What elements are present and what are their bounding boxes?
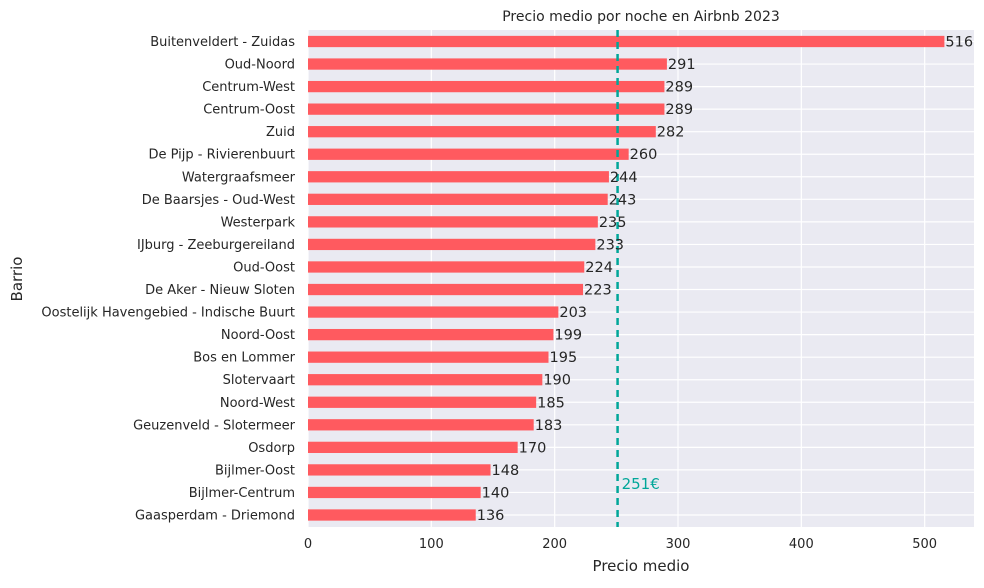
bar: [308, 283, 584, 296]
x-tick-labels: 0 100 200 300 400 500: [304, 537, 937, 552]
bar-value-label: 136: [477, 508, 505, 524]
y-tick-label: De Baarsjes - Oud-West: [142, 193, 295, 208]
y-axis-label: Barrio: [8, 257, 26, 302]
bar-value-label: 170: [519, 440, 547, 456]
bar: [308, 306, 559, 318]
y-tick-label: Slotervaart: [223, 373, 295, 388]
bar-value-label: 260: [630, 147, 658, 163]
y-tick-label: Geuzenveld - Slotermeer: [133, 418, 296, 433]
bar-value-label: 289: [665, 80, 693, 96]
bar-value-label: 224: [585, 260, 613, 276]
x-axis-label: Precio medio: [593, 557, 690, 575]
bar: [308, 216, 598, 228]
bar: [308, 80, 665, 93]
bar: [308, 464, 491, 476]
bar-value-label: 282: [657, 125, 685, 141]
bar-value-label: 199: [554, 328, 582, 344]
x-tick-label: 500: [912, 537, 937, 552]
bar: [308, 103, 665, 115]
bar: [308, 171, 609, 183]
bar: [308, 193, 608, 205]
bar-value-label: 243: [609, 192, 637, 208]
bar: [308, 509, 476, 521]
bar: [308, 419, 534, 431]
bar-value-label: 233: [596, 237, 624, 253]
bar: [308, 328, 554, 341]
y-tick-label: De Pijp - Rivierenbuurt: [148, 148, 295, 163]
bar-value-label: 203: [559, 305, 587, 321]
y-tick-label: Buitenveldert - Zuidas: [150, 35, 295, 50]
y-tick-label: Centrum-West: [202, 80, 295, 95]
bar: [308, 58, 667, 70]
y-tick-label: De Aker - Nieuw Sloten: [145, 283, 295, 298]
x-tick-label: 100: [419, 537, 444, 552]
y-tick-label: Zuid: [266, 125, 295, 140]
y-tick-labels: Buitenveldert - Zuidas Oud-Noord Centrum-W…: [41, 35, 295, 524]
bar: [308, 238, 596, 251]
y-tick-label: Watergraafsmeer: [182, 170, 296, 185]
y-tick-label: Oud-Oost: [233, 260, 295, 275]
bar: [308, 261, 585, 273]
x-tick-label: 400: [789, 537, 814, 552]
bar-value-label: 235: [599, 215, 627, 231]
bar-labels: 516 291 289 289 282 260 244 243 235 233 224 223 203 1…: [477, 35, 973, 525]
bar-value-label: 516: [945, 35, 973, 51]
bar: [308, 351, 549, 363]
bar-value-label: 190: [543, 373, 571, 389]
bar-value-label: 185: [537, 395, 565, 411]
reference-line-group: 251€: [616, 30, 660, 527]
y-tick-label: Osdorp: [248, 441, 295, 456]
bar: [308, 441, 518, 453]
bars: [308, 35, 945, 521]
mean-reference-label: 251€: [622, 475, 660, 493]
bar-value-label: 195: [550, 350, 578, 366]
bar: [308, 35, 945, 48]
y-tick-label: IJburg - Zeeburgereiland: [137, 238, 295, 253]
bar: [308, 374, 543, 386]
bar: [308, 396, 537, 408]
y-tick-label: Oostelijk Havengebied - Indische Buurt: [41, 306, 295, 321]
x-tick-label: 0: [304, 537, 312, 552]
y-tick-label: Bijlmer-Oost: [215, 463, 295, 478]
y-tick-label: Bijlmer-Centrum: [189, 486, 295, 501]
y-tick-label: Noord-West: [220, 396, 295, 411]
bar: [308, 148, 629, 160]
x-tick-label: 200: [542, 537, 567, 552]
bar: [308, 126, 656, 138]
bar-value-label: 183: [535, 418, 563, 434]
bar-value-label: 291: [668, 57, 696, 73]
bar-value-label: 223: [584, 283, 612, 299]
y-tick-label: Gaasperdam - Driemond: [135, 509, 295, 524]
y-tick-label: Oud-Noord: [225, 58, 295, 73]
y-tick-label: Noord-Oost: [221, 328, 295, 343]
chart-title: Precio medio por noche en Airbnb 2023: [502, 9, 780, 25]
y-tick-label: Centrum-Oost: [203, 103, 295, 118]
bar-value-label: 140: [482, 485, 510, 501]
x-tick-label: 300: [666, 537, 691, 552]
bar: [308, 486, 481, 499]
bar-value-label: 148: [492, 463, 520, 479]
y-tick-label: Westerpark: [221, 215, 296, 230]
bar-value-label: 244: [610, 170, 638, 186]
bar-value-label: 289: [665, 102, 693, 118]
y-tick-label: Bos en Lommer: [193, 351, 295, 366]
